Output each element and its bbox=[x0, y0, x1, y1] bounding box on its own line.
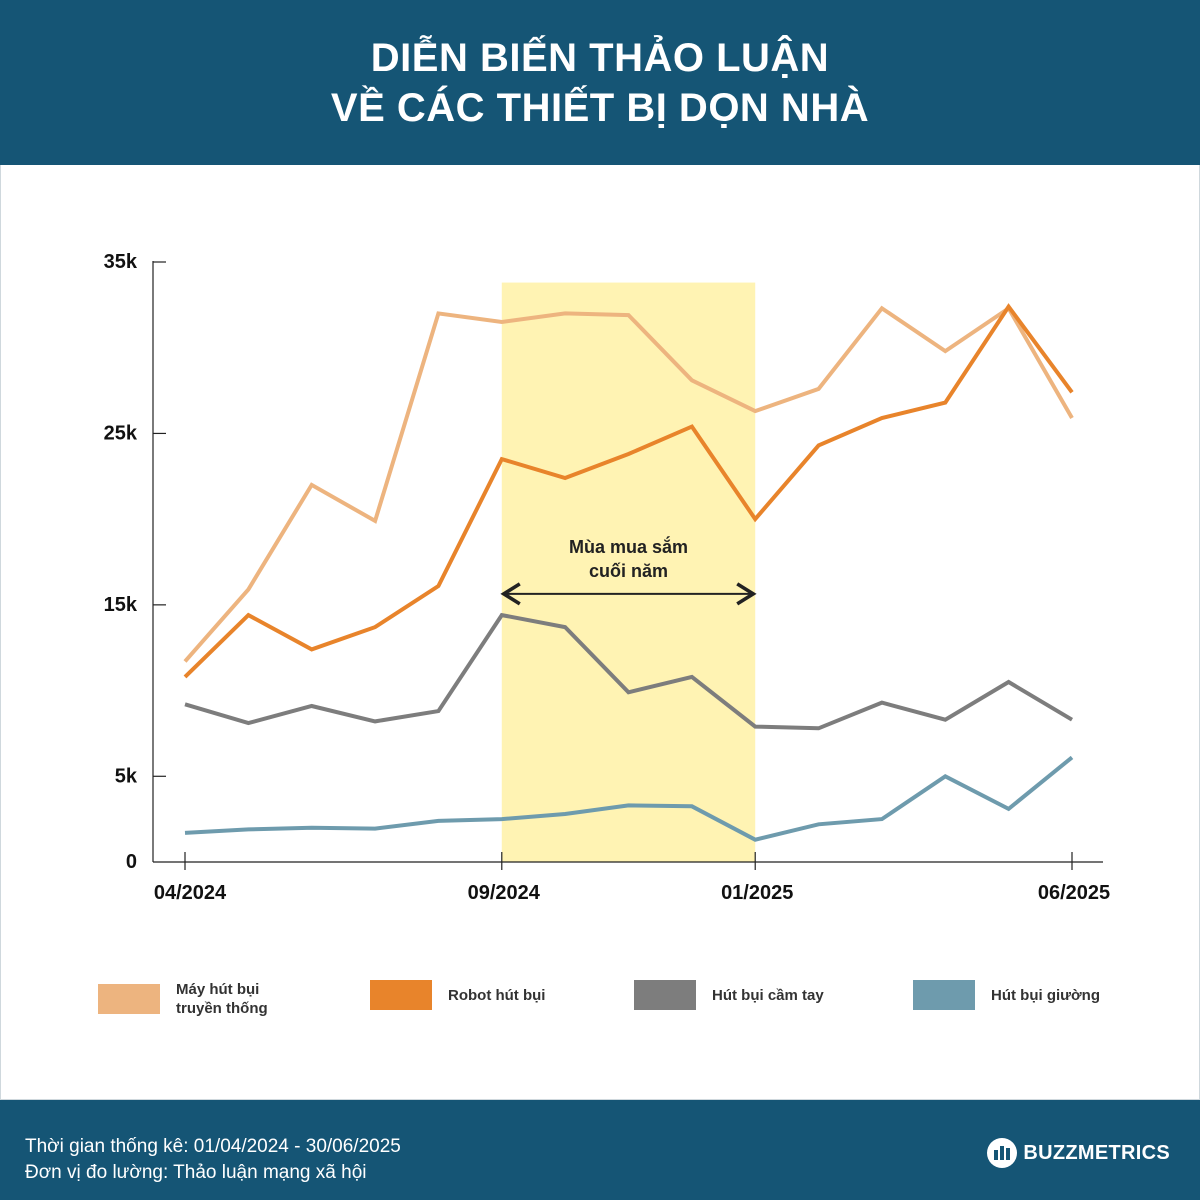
series-line-0 bbox=[183, 305, 1074, 663]
axes: 0 5k 15k 25k 35k 04/2024 09/2024 01/2025 06/2025 bbox=[104, 251, 1111, 904]
legend-label: Robot hút bụi bbox=[448, 986, 546, 1004]
series-line-2 bbox=[184, 612, 1074, 731]
y-tick-label: 0 bbox=[126, 851, 137, 873]
legend-item-bed: Hút bụi giường bbox=[913, 980, 1121, 1010]
legend-item-traditional: Máy hút bụi truyền thống bbox=[98, 980, 286, 1018]
title-line-2: VỀ CÁC THIẾT BỊ DỌN NHÀ bbox=[330, 86, 870, 130]
brand-bars-icon bbox=[987, 1138, 1018, 1168]
legend-swatch bbox=[98, 984, 160, 1014]
y-tick-label: 15k bbox=[104, 594, 138, 616]
legend-swatch bbox=[370, 980, 432, 1010]
legend-label: Máy hút bụi truyền thống bbox=[176, 981, 268, 1017]
legend-item-robot: Robot hút bụi bbox=[370, 980, 578, 1010]
highlight-annotation: Mùa mua sắm cuối năm bbox=[500, 536, 757, 606]
title-line-1: DIỄN BIẾN THẢO LUẬN bbox=[370, 36, 830, 80]
legend-swatch bbox=[913, 980, 975, 1010]
x-tick-label: 09/2024 bbox=[468, 882, 541, 904]
legend: Máy hút bụi truyền thống Robot hút bụi H… bbox=[0, 980, 1200, 1040]
series-layer bbox=[183, 303, 1074, 842]
line-chart: 0 5k 15k 25k 35k 04/2024 09/2024 01/2025 06/2025… bbox=[104, 251, 1111, 904]
brand-name: BUZZMETRICS bbox=[1023, 1141, 1170, 1164]
series-line-1 bbox=[183, 303, 1074, 679]
legend-swatch bbox=[634, 980, 696, 1010]
legend-label: Hút bụi giường bbox=[991, 986, 1100, 1004]
header: DIỄN BIẾN THẢO LUẬN VỀ CÁC THIẾT BỊ DỌN … bbox=[0, 0, 1200, 165]
footer-period: Thời gian thống kê: 01/04/2024 - 30/06/2… bbox=[25, 1136, 401, 1157]
y-tick-label: 5k bbox=[115, 765, 138, 787]
legend-label: Hút bụi cầm tay bbox=[712, 986, 824, 1004]
highlight-label-line-1: Mùa mua sắm bbox=[569, 536, 688, 557]
highlight-band bbox=[501, 282, 756, 862]
footer-unit: Đơn vị đo lường: Thảo luận mạng xã hội bbox=[25, 1162, 367, 1183]
series-line-3 bbox=[184, 755, 1074, 842]
x-tick-label: 04/2024 bbox=[154, 882, 227, 904]
y-tick-label: 25k bbox=[104, 422, 138, 444]
x-tick-label: 01/2025 bbox=[721, 882, 793, 904]
y-tick-label: 35k bbox=[104, 251, 138, 273]
brand-logo: BUZZMETRICS bbox=[987, 1138, 1170, 1168]
highlight-label-line-2: cuối năm bbox=[589, 561, 668, 581]
footer: Thời gian thống kê: 01/04/2024 - 30/06/2… bbox=[0, 1100, 1200, 1200]
legend-item-handheld: Hút bụi cầm tay bbox=[634, 980, 842, 1010]
x-tick-label: 06/2025 bbox=[1038, 882, 1110, 904]
